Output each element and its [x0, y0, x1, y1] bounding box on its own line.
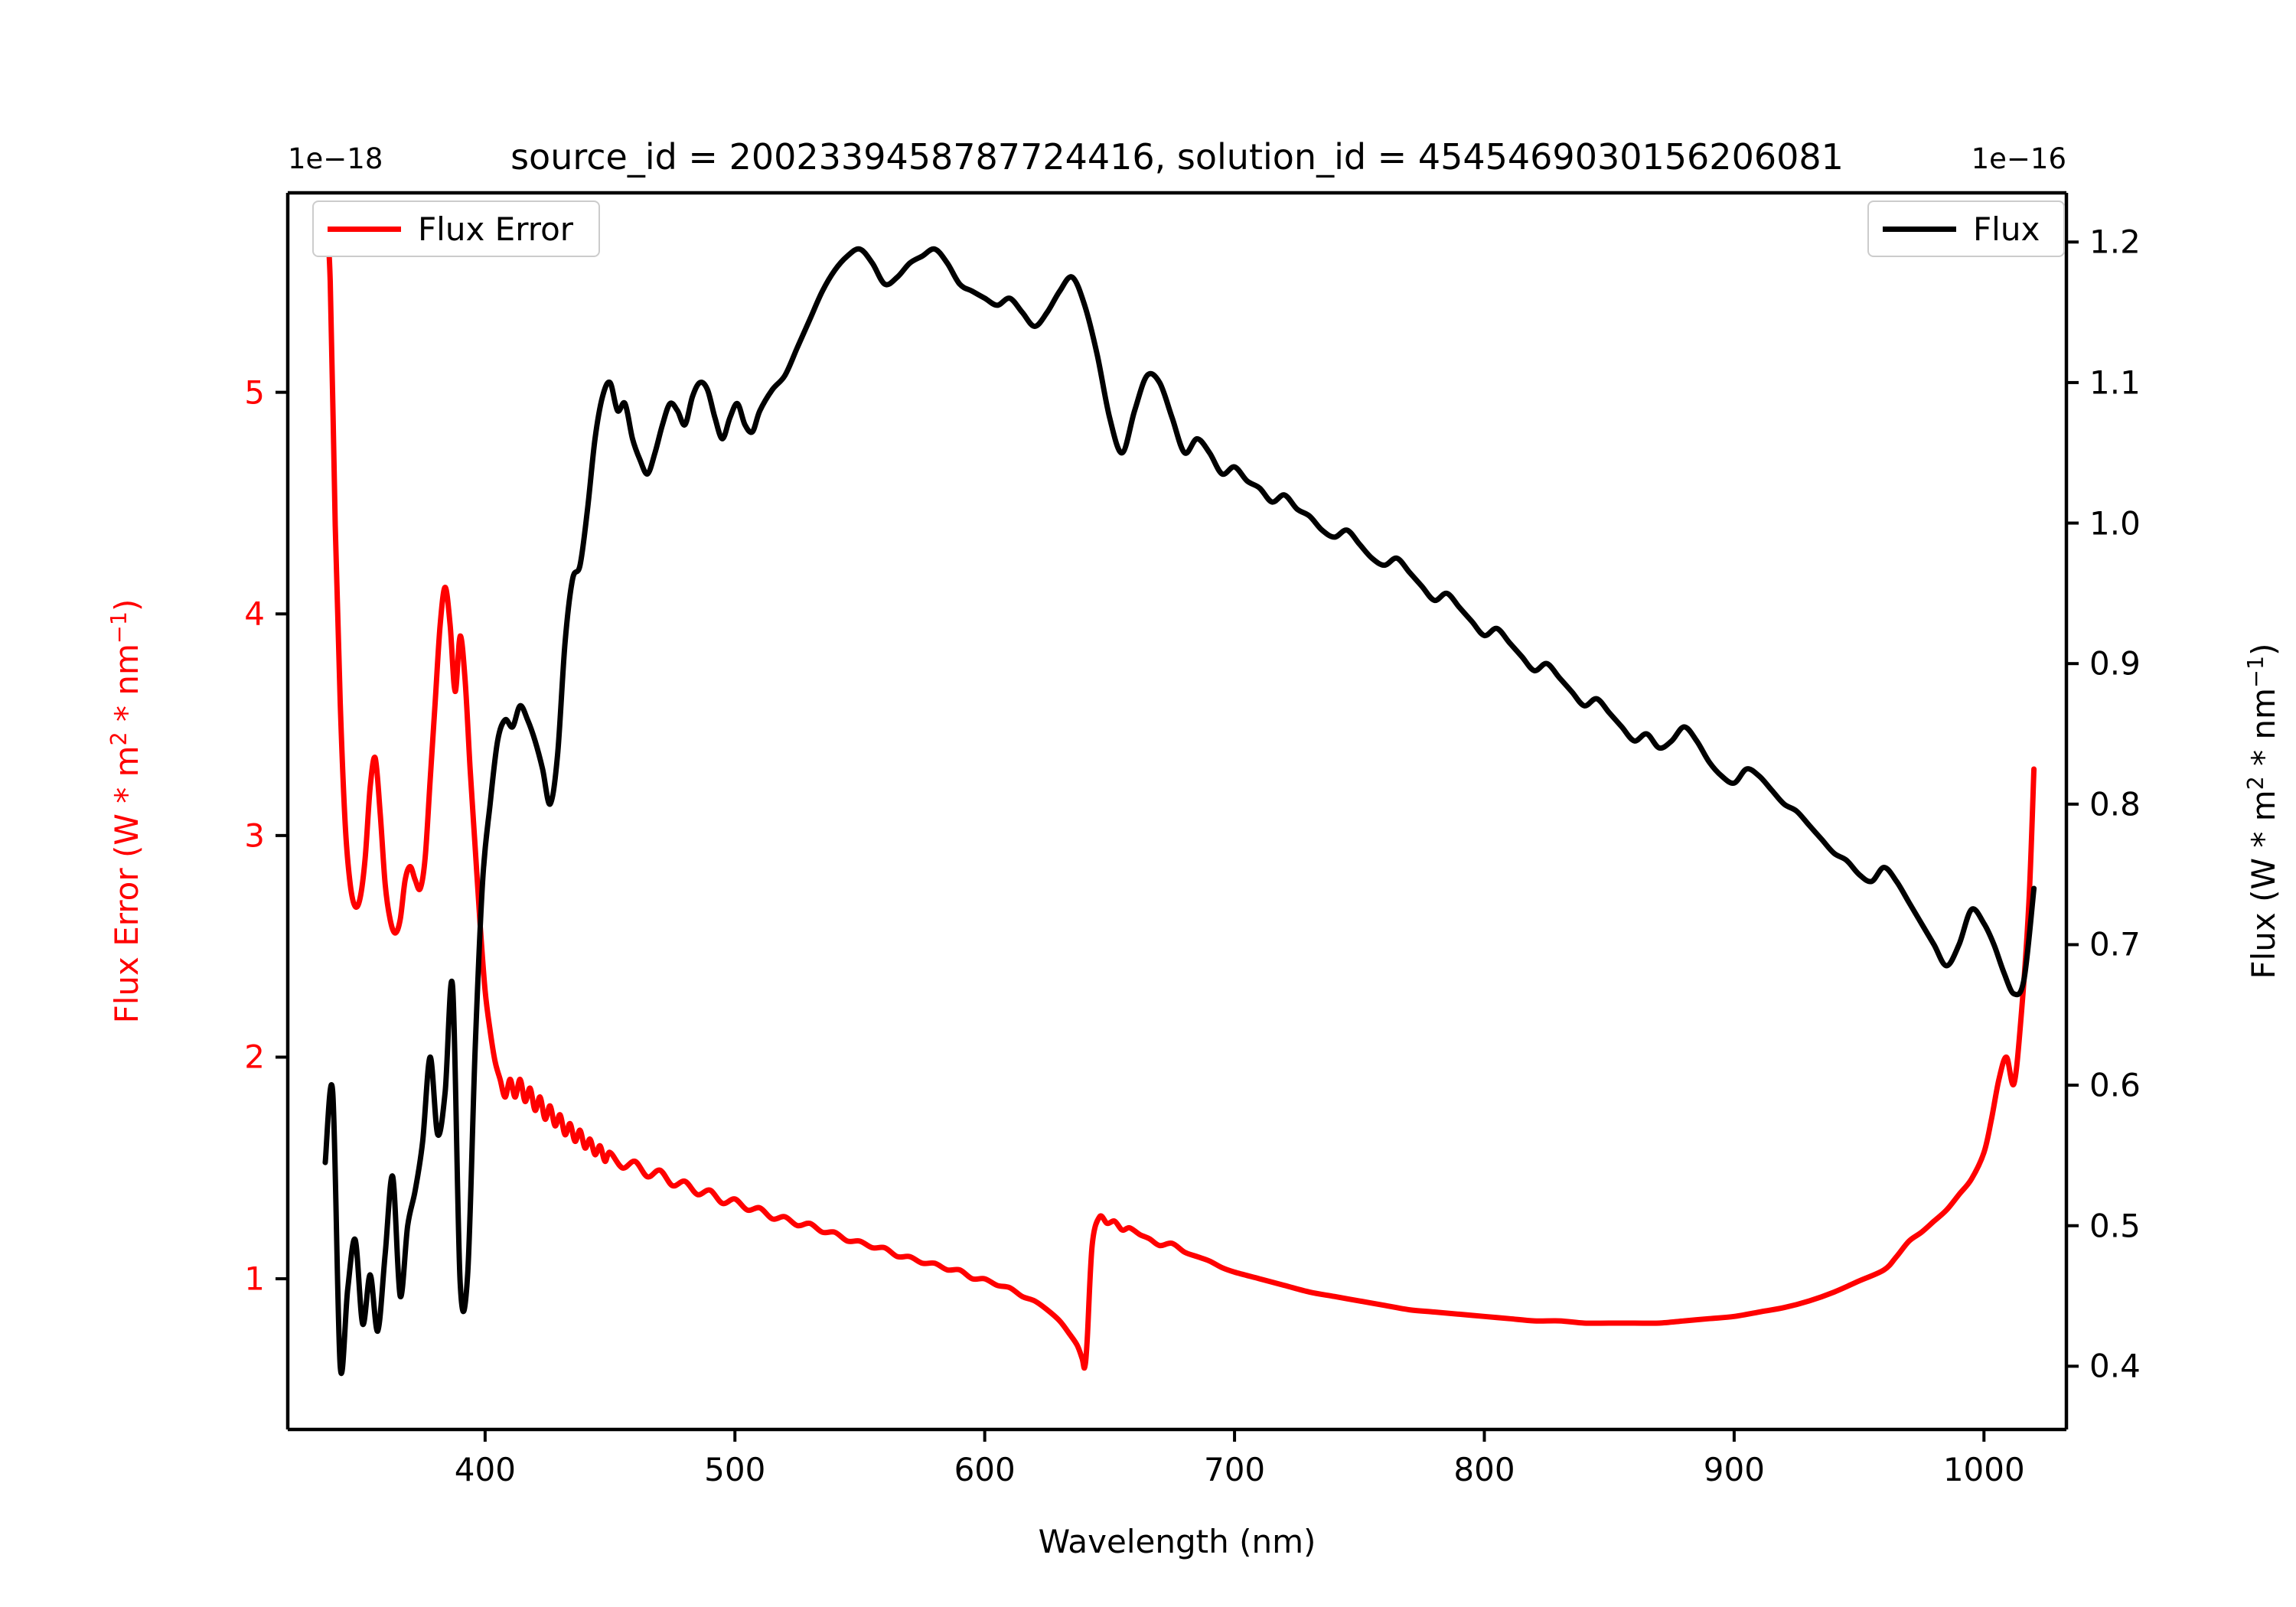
right-y-tick-label: 0.6 — [2089, 1066, 2141, 1104]
legend-flux-error[interactable]: Flux Error — [312, 200, 600, 257]
legend-swatch-flux-error — [328, 226, 401, 232]
x-tick-label: 800 — [1453, 1451, 1515, 1488]
left-y-tick-label: 3 — [244, 817, 265, 855]
x-tick-label: 900 — [1703, 1451, 1765, 1488]
legend-label-flux-error: Flux Error — [418, 210, 574, 248]
right-y-tick-label: 1.0 — [2089, 504, 2141, 543]
left-y-tick-label: 1 — [244, 1260, 265, 1298]
right-axis-offset-text: 1e−16 — [1971, 142, 2066, 175]
legend-label-flux: Flux — [1973, 210, 2040, 248]
x-tick-label: 400 — [454, 1451, 516, 1488]
right-y-tick-label: 0.8 — [2089, 785, 2141, 823]
right-y-tick-label: 0.4 — [2089, 1347, 2141, 1385]
left-axis-offset-text: 1e−18 — [288, 142, 383, 175]
x-tick-label: 700 — [1203, 1451, 1266, 1488]
x-tick-label: 600 — [954, 1451, 1016, 1488]
right-y-tick-label: 0.9 — [2089, 644, 2141, 683]
x-tick-label: 1000 — [1942, 1451, 2025, 1488]
x-axis-label: Wavelength (nm) — [1038, 1523, 1316, 1560]
x-tick-label: 500 — [704, 1451, 766, 1488]
left-y-tick-label: 4 — [244, 595, 265, 633]
series-line-flux-error — [322, 200, 2037, 1371]
right-y-axis-label: Flux (W * m2 * nm−1) — [2242, 643, 2282, 980]
right-y-tick-label: 1.2 — [2089, 223, 2141, 261]
left-y-axis-label: Flux Error (W * m2 * nm−1) — [106, 598, 145, 1024]
right-y-tick-label: 1.1 — [2089, 363, 2141, 402]
chart-title: source_id = 2002339458787724416, solutio… — [510, 136, 1844, 178]
legend-swatch-flux — [1883, 226, 1956, 232]
right-y-tick-label: 0.7 — [2089, 925, 2141, 963]
left-y-tick-label: 5 — [244, 373, 265, 412]
legend-flux[interactable]: Flux — [1867, 200, 2065, 257]
left-y-tick-label: 2 — [244, 1038, 265, 1076]
right-y-tick-label: 0.5 — [2089, 1207, 2141, 1245]
series-line-flux — [322, 246, 2037, 1377]
